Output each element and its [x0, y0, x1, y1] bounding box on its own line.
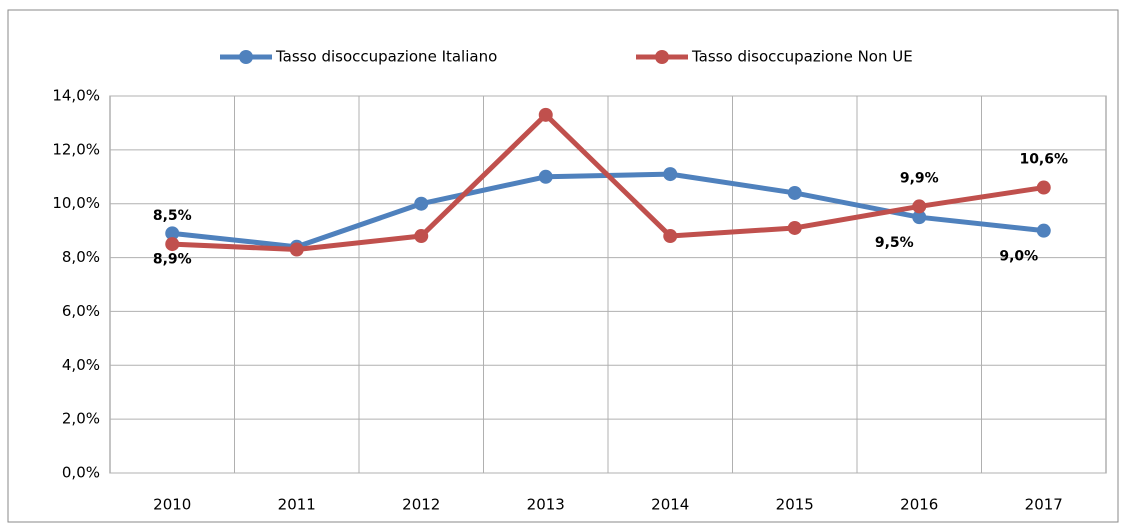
- point: [538, 107, 553, 122]
- x-tick-label: 2013: [527, 496, 565, 514]
- point: [165, 226, 180, 241]
- point: [289, 242, 304, 257]
- point: [1036, 180, 1051, 195]
- legend-label: Tasso disoccupazione Italiano: [275, 48, 497, 66]
- x-tick-label: 2010: [153, 496, 191, 514]
- point: [538, 169, 553, 184]
- point: [912, 210, 927, 225]
- point: [414, 229, 429, 244]
- legend-marker: [655, 50, 669, 64]
- data-label: 8,9%: [153, 251, 192, 267]
- chart-frame: [7, 9, 1119, 523]
- y-tick-label: 14,0%: [52, 87, 100, 105]
- data-label: 10,6%: [1019, 152, 1068, 168]
- point: [787, 220, 802, 235]
- y-tick-label: 2,0%: [62, 410, 100, 428]
- x-tick-label: 2016: [900, 496, 938, 514]
- y-tick-label: 12,0%: [52, 140, 100, 158]
- y-tick-label: 0,0%: [62, 464, 100, 482]
- point: [165, 237, 180, 252]
- x-tick-label: 2011: [278, 496, 316, 514]
- x-tick-label: 2017: [1025, 496, 1063, 514]
- x-tick-label: 2015: [776, 496, 814, 514]
- data-label: 9,0%: [999, 249, 1038, 265]
- y-tick-label: 6,0%: [62, 302, 100, 320]
- series-line: [172, 112, 1045, 252]
- data-label: 8,5%: [153, 208, 192, 224]
- y-tick-label: 8,0%: [62, 248, 100, 266]
- point: [787, 185, 802, 200]
- data-label: 9,5%: [875, 235, 914, 251]
- point: [414, 196, 429, 211]
- legend-label: Tasso disoccupazione Non UE: [691, 48, 913, 66]
- point: [663, 229, 678, 244]
- y-tick-label: 4,0%: [62, 356, 100, 374]
- point: [1036, 223, 1051, 238]
- data-label: 9,9%: [900, 170, 939, 186]
- y-tick-label: 10,0%: [52, 194, 100, 212]
- x-tick-label: 2014: [651, 496, 689, 514]
- x-tick-label: 2012: [402, 496, 440, 514]
- point: [663, 167, 678, 182]
- legend-marker: [239, 50, 253, 64]
- point: [912, 199, 927, 214]
